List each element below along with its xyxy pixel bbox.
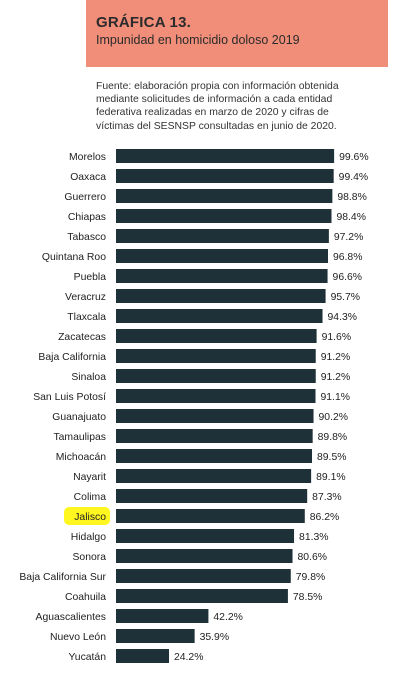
value-label: 86.2% xyxy=(310,512,339,523)
value-label: 90.2% xyxy=(319,412,348,423)
bar xyxy=(116,509,305,523)
highlight-marker xyxy=(64,507,110,525)
bar xyxy=(116,149,335,163)
category-label: Aguascalientes xyxy=(36,612,106,623)
category-label: Puebla xyxy=(74,272,107,283)
bar xyxy=(116,209,332,223)
bar xyxy=(116,249,328,263)
category-label: Sinaloa xyxy=(71,372,106,383)
bar xyxy=(116,389,316,403)
value-label: 81.3% xyxy=(299,532,328,543)
category-label: Oaxaca xyxy=(70,172,106,183)
chart-title: GRÁFICA 13. xyxy=(96,14,191,31)
bar xyxy=(116,349,316,363)
bar xyxy=(116,409,314,423)
value-label: 99.4% xyxy=(339,172,368,183)
category-label: Chiapas xyxy=(68,212,106,223)
value-label: 89.1% xyxy=(316,472,345,483)
value-label: 79.8% xyxy=(296,572,325,583)
bar xyxy=(116,569,291,583)
value-label: 95.7% xyxy=(331,292,360,303)
bar xyxy=(116,329,317,343)
category-label: Baja California Sur xyxy=(19,572,106,583)
bar xyxy=(116,589,288,603)
value-label: 99.6% xyxy=(339,152,368,163)
category-label: Sonora xyxy=(72,552,106,563)
bar xyxy=(116,169,334,183)
category-label: Colima xyxy=(74,492,107,503)
value-label: 91.6% xyxy=(322,332,351,343)
bar xyxy=(116,309,323,323)
bar xyxy=(116,289,326,303)
source-line: Fuente: elaboración propia con informaci… xyxy=(96,81,339,92)
value-label: 91.1% xyxy=(321,392,350,403)
source-line: víctimas del SESNSP consultadas en junio… xyxy=(96,120,337,132)
value-label: 42.2% xyxy=(213,612,242,623)
bar xyxy=(116,489,308,503)
bar xyxy=(116,469,312,483)
value-label: 89.8% xyxy=(318,432,347,443)
value-label: 80.6% xyxy=(298,552,327,563)
value-label: 98.4% xyxy=(336,212,365,223)
category-label: Tamaulipas xyxy=(53,432,106,443)
chart-subtitle: Impunidad en homicidio doloso 2019 xyxy=(96,33,300,47)
bar xyxy=(116,429,313,443)
bar xyxy=(116,549,293,563)
value-label: 96.8% xyxy=(333,252,362,263)
category-label: Nuevo León xyxy=(50,632,106,643)
category-label: Baja California xyxy=(38,352,106,363)
value-label: 35.9% xyxy=(200,632,229,643)
value-label: 98.8% xyxy=(337,192,366,203)
category-label: Tlaxcala xyxy=(67,312,106,323)
category-label: Jalisco xyxy=(74,512,106,523)
source-line: federativa realizadas en marzo de 2020 y… xyxy=(96,107,329,119)
value-label: 91.2% xyxy=(321,372,350,383)
category-label: Guerrero xyxy=(64,192,106,203)
bar xyxy=(116,229,329,243)
bar xyxy=(116,269,328,283)
value-label: 89.5% xyxy=(317,452,346,463)
category-label: Veracruz xyxy=(65,292,106,303)
value-label: 87.3% xyxy=(312,492,341,503)
category-label: San Luis Potosí xyxy=(33,392,106,403)
bar xyxy=(116,529,295,543)
value-label: 97.2% xyxy=(334,232,363,243)
category-label: Michoacán xyxy=(56,452,106,463)
category-label: Nayarit xyxy=(73,472,106,483)
bar xyxy=(116,649,169,663)
category-label: Guanajuato xyxy=(52,412,106,423)
value-label: 78.5% xyxy=(293,592,322,603)
bar xyxy=(116,629,195,643)
chart-header: GRÁFICA 13. Impunidad en homicidio dolos… xyxy=(86,0,388,67)
bar xyxy=(116,609,209,623)
category-label: Zacatecas xyxy=(58,332,106,343)
category-label: Morelos xyxy=(69,152,106,163)
bar xyxy=(116,449,313,463)
bar-chart: Morelos 99.6% Oaxaca 99.4% Guerrero 98.8% Chia… xyxy=(19,149,369,663)
category-label: Coahuila xyxy=(65,592,106,603)
category-label: Tabasco xyxy=(67,232,106,243)
value-label: 24.2% xyxy=(174,652,203,663)
category-label: Hidalgo xyxy=(71,532,106,543)
bar xyxy=(116,189,333,203)
category-label: Quintana Roo xyxy=(42,252,106,263)
value-label: 94.3% xyxy=(328,312,357,323)
value-label: 91.2% xyxy=(321,352,350,363)
category-label: Yucatán xyxy=(68,652,106,663)
value-label: 96.6% xyxy=(333,272,362,283)
source-note: Fuente: elaboración propia con informaci… xyxy=(96,80,376,133)
source-line: mediante solicitudes de información a ca… xyxy=(96,94,333,106)
bar xyxy=(116,369,316,383)
